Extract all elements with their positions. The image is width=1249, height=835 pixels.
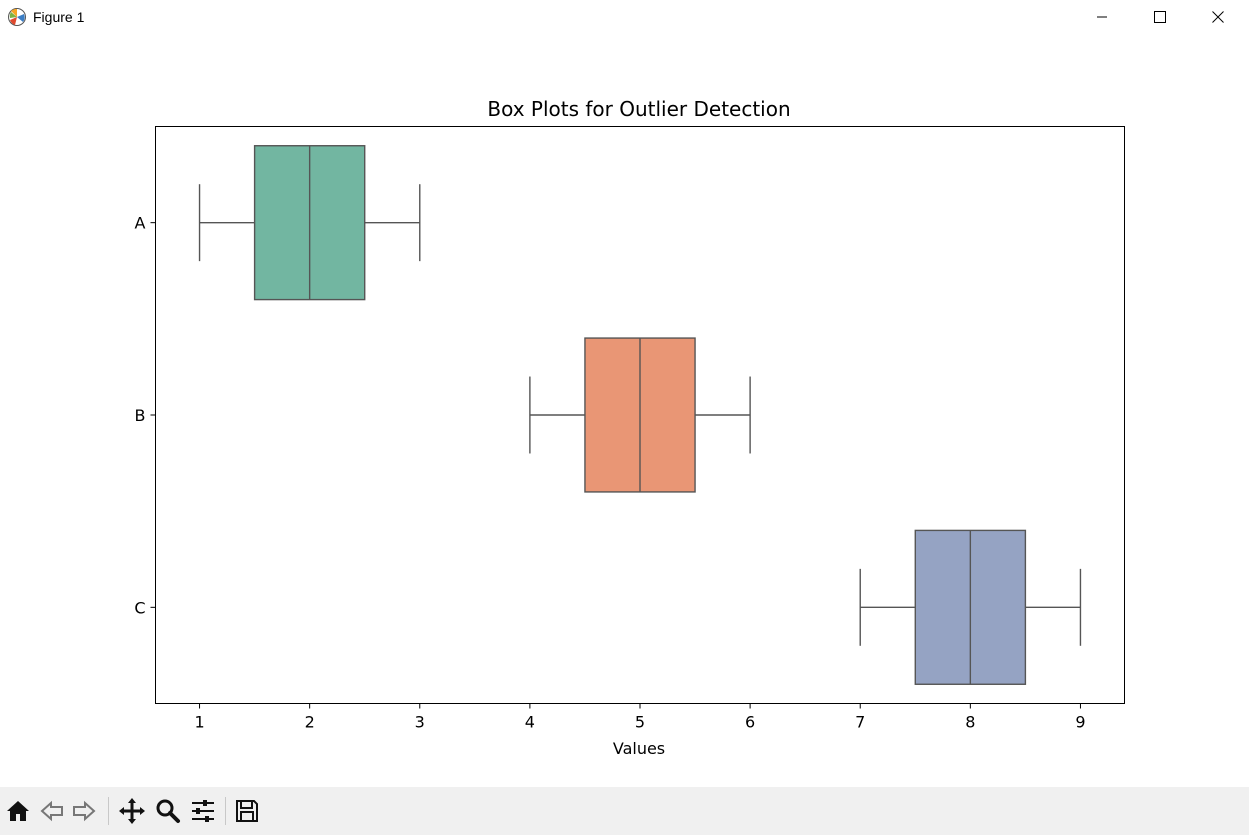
window-title: Figure 1 [33, 9, 85, 25]
minimize-icon [1097, 16, 1107, 18]
configure-subplots-icon [192, 800, 214, 822]
home-button[interactable] [2, 795, 34, 827]
x-tick-label: 6 [745, 713, 755, 732]
x-tick-label: 1 [194, 713, 204, 732]
maximize-button[interactable] [1131, 0, 1189, 34]
y-tick-label: B [135, 406, 146, 425]
back-arrow-icon [40, 800, 63, 822]
x-tick-label: 9 [1075, 713, 1085, 732]
toolbar-separator [225, 797, 226, 825]
window-titlebar: Figure 1 [0, 0, 1249, 36]
pan-button[interactable] [116, 795, 148, 827]
zoom-icon [156, 799, 180, 823]
x-tick-label: 4 [525, 713, 535, 732]
y-tick-label: A [135, 214, 146, 233]
configure-subplots-button[interactable] [187, 795, 219, 827]
navigation-toolbar [0, 787, 1249, 835]
toolbar-separator [108, 797, 109, 825]
pan-icon [119, 798, 145, 824]
axes-frame [155, 126, 1125, 704]
back-button[interactable] [36, 795, 68, 827]
y-tick-label: C [134, 598, 145, 617]
plot-area: A B C 1 2 3 4 5 6 7 8 9 [134, 145, 1086, 732]
close-button[interactable] [1189, 0, 1247, 34]
maximize-icon [1154, 11, 1166, 23]
chart-title: Box Plots for Outlier Detection [487, 97, 790, 121]
x-tick-label: 2 [305, 713, 315, 732]
x-tick-label: 3 [415, 713, 425, 732]
x-axis-label: Values [613, 739, 665, 758]
x-tick-label: 5 [635, 713, 645, 732]
x-tick-label: 7 [855, 713, 865, 732]
home-icon [7, 801, 29, 821]
zoom-button[interactable] [152, 795, 184, 827]
matplotlib-logo-icon [8, 8, 26, 26]
box-plot-chart: Box Plots for Outlier Detection A B C 1 2 3 4 5… [134, 97, 1125, 758]
save-icon [236, 800, 258, 822]
forward-arrow-icon [73, 800, 96, 822]
forward-button[interactable] [68, 795, 100, 827]
close-icon [1212, 11, 1224, 23]
x-tick-label: 8 [965, 713, 975, 732]
save-button[interactable] [231, 795, 263, 827]
minimize-button[interactable] [1073, 0, 1131, 34]
